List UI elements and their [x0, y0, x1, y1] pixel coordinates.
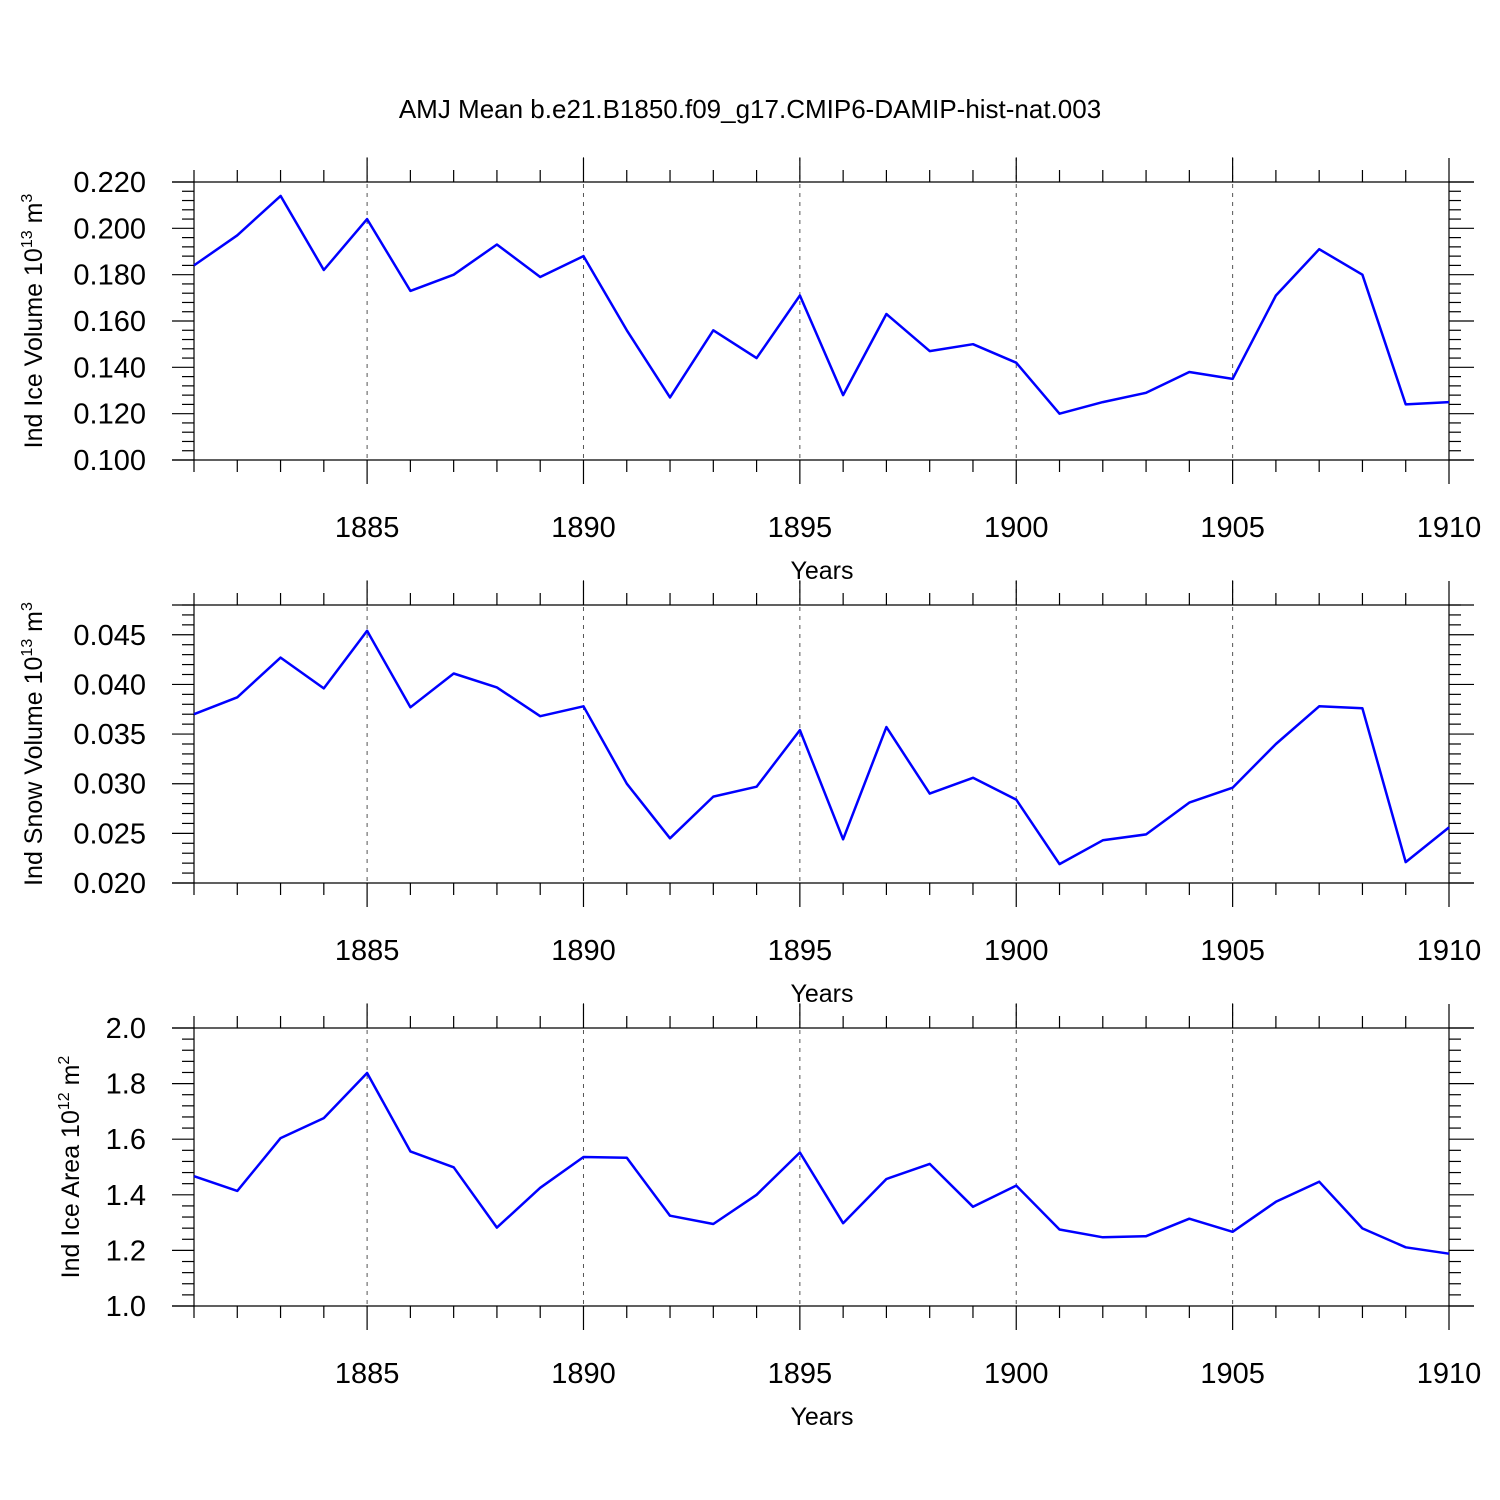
data-line [193, 194, 1450, 415]
y-tick-label: 1.2 [106, 1235, 146, 1267]
x-tick-label: 1895 [768, 512, 833, 544]
x-tick-label: 1910 [1417, 935, 1482, 967]
y-axis-label-unit: m [20, 611, 48, 639]
y-axis-label-exp: 13 [19, 230, 36, 248]
x-tick-label: 1905 [1200, 1358, 1265, 1390]
x-tick-label: 1890 [551, 935, 616, 967]
x-tick-label: 1900 [984, 935, 1049, 967]
y-tick-label: 0.100 [73, 445, 146, 477]
y-axis-label-unit: m [20, 203, 48, 231]
y-tick-label: 0.180 [73, 260, 146, 292]
x-tick-label: 1895 [768, 1358, 833, 1390]
chart-title: AMJ Mean b.e21.B1850.f09_g17.CMIP6-DAMIP… [399, 94, 1101, 124]
x-tick-label: 1885 [335, 512, 400, 544]
x-tick-label: 1910 [1417, 512, 1482, 544]
chart-panel-2: 1885 1890 1895 1900 1905 1910 0.020 0.025 0.030 0… [19, 580, 1481, 1008]
y-tick-label: 0.025 [73, 818, 146, 850]
x-tick-label: 1890 [551, 1358, 616, 1390]
x-tick-label: 1885 [335, 1358, 400, 1390]
panels: 1885 1890 1895 1900 1905 1910 0.100 0.120 0.140 0… [19, 157, 1481, 1431]
x-axis-label: Years [790, 1403, 853, 1431]
x-tick-label: 1890 [551, 512, 616, 544]
chart-panel-1: 1885 1890 1895 1900 1905 1910 0.100 0.120 0.140 0… [19, 157, 1481, 585]
y-axis-label-exp: 13 [19, 639, 36, 657]
y-axis-label-unit_exp: 2 [56, 1056, 73, 1065]
x-axis-label: Years [790, 557, 853, 585]
y-tick-label: 1.6 [106, 1124, 146, 1156]
data-line [193, 1071, 1450, 1255]
y-tick-label: 1.8 [106, 1069, 146, 1101]
x-tick-label: 1900 [984, 512, 1049, 544]
y-tick-label: 0.030 [73, 769, 146, 801]
y-tick-label: 2.0 [106, 1013, 146, 1045]
x-axis-label: Years [790, 980, 853, 1008]
y-axis-label-exp: 12 [56, 1092, 73, 1110]
data-line [193, 629, 1450, 866]
y-tick-label: 1.0 [106, 1291, 146, 1323]
x-tick-label: 1910 [1417, 1358, 1482, 1390]
y-axis-label-base: Ind Snow Volume 10 [20, 657, 48, 886]
x-tick-label: 1905 [1200, 935, 1265, 967]
x-tick-label: 1885 [335, 935, 400, 967]
y-tick-label: 0.140 [73, 352, 146, 384]
y-tick-label: 0.120 [73, 399, 146, 431]
y-tick-label: 0.220 [73, 167, 146, 199]
y-axis-label: Ind Ice Area 1012 m2 [56, 1056, 85, 1279]
x-tick-label: 1905 [1200, 512, 1265, 544]
y-tick-label: 0.045 [73, 620, 146, 652]
x-tick-label: 1900 [984, 1358, 1049, 1390]
y-tick-label: 0.040 [73, 669, 146, 701]
chart-panel-3: 1885 1890 1895 1900 1905 1910 1.0 1.2 1.4 1.6 1.8 2… [56, 1003, 1481, 1431]
y-tick-label: 0.035 [73, 719, 146, 751]
y-axis-label-unit_exp: 3 [19, 602, 36, 611]
y-axis-label-unit: m [57, 1065, 85, 1093]
y-tick-label: 0.200 [73, 213, 146, 245]
y-tick-label: 0.160 [73, 306, 146, 338]
y-axis-label: Ind Ice Volume 1013 m3 [19, 194, 48, 449]
y-axis-label-unit_exp: 3 [19, 194, 36, 203]
y-tick-label: 1.4 [106, 1180, 146, 1212]
y-axis-label: Ind Snow Volume 1013 m3 [19, 602, 48, 886]
y-tick-label: 0.020 [73, 868, 146, 900]
x-tick-label: 1895 [768, 935, 833, 967]
y-axis-label-base: Ind Ice Area 10 [57, 1110, 85, 1278]
y-axis-label-base: Ind Ice Volume 10 [20, 248, 48, 448]
